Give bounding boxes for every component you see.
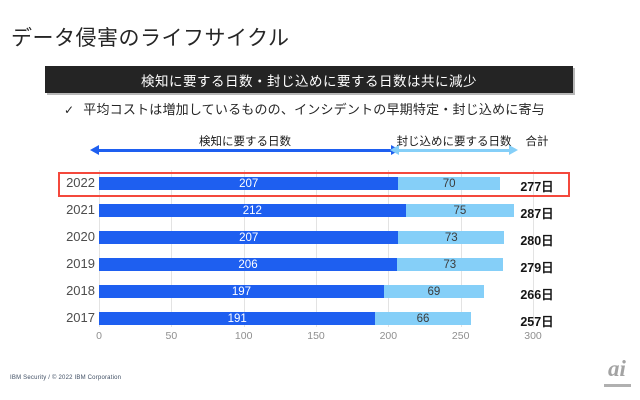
year-label: 2021 — [66, 202, 95, 217]
x-tick-label: 100 — [234, 330, 253, 342]
stacked-bar: 197 69 — [99, 285, 484, 298]
bullet-text: 平均コストは増加しているものの、インシデントの早期特定・封じ込めに寄与 — [83, 102, 545, 117]
bullet-line: ✓ 平均コストは増加しているものの、インシデントの早期特定・封じ込めに寄与 — [64, 99, 545, 118]
total-label: 280日 — [520, 234, 554, 248]
stacked-bar: 206 73 — [99, 258, 503, 271]
key-message-text: 検知に要する日数・封じ込めに要する日数は共に減少 — [141, 73, 477, 89]
detect-segment: 207 — [99, 231, 399, 244]
x-axis: 0 50 100 150 200 250 300 — [0, 330, 640, 344]
chart-row: 2017 191 66 257日 — [0, 305, 640, 332]
detect-segment: 197 — [99, 285, 384, 298]
contain-segment: 73 — [398, 231, 505, 244]
contain-segment: 66 — [375, 312, 471, 325]
contain-segment: 75 — [405, 204, 515, 217]
x-tick-label: 50 — [165, 330, 178, 342]
detect-segment: 212 — [99, 204, 406, 217]
year-label: 2022 — [66, 175, 95, 190]
check-icon: ✓ — [64, 103, 75, 117]
footer-copyright: IBM Security / © 2022 IBM Corporation — [10, 375, 122, 381]
total-label: 279日 — [520, 261, 554, 275]
contain-segment: 69 — [383, 285, 484, 298]
stacked-bar: 212 75 — [99, 204, 515, 217]
chart-row: 2020 207 73 280日 — [0, 224, 640, 251]
year-label: 2017 — [66, 310, 95, 325]
publisher-logo: ai — [608, 356, 626, 381]
highlight-box-2022 — [58, 172, 570, 197]
contain-segment: 73 — [397, 258, 503, 271]
total-label: 257日 — [520, 315, 554, 329]
total-label: 287日 — [520, 207, 554, 221]
x-tick-label: 150 — [307, 330, 325, 342]
total-label: 266日 — [520, 288, 554, 302]
chart-row: 2018 197 69 266日 — [0, 278, 640, 305]
publisher-logo-subtext-bar — [604, 384, 631, 387]
x-tick-label: 200 — [379, 330, 398, 342]
year-label: 2018 — [66, 283, 95, 298]
x-tick-label: 250 — [451, 330, 470, 342]
detect-segment: 191 — [99, 312, 376, 325]
chart-rows: 2022 207 70 277日 2021 212 75 287日 2020 207 73 280日 2… — [0, 170, 640, 332]
stacked-bar: 207 70 — [99, 177, 500, 190]
x-tick-label: 0 — [96, 330, 102, 342]
detect-range-arrow-icon — [90, 145, 400, 155]
chart-row: 2021 212 75 287日 — [0, 197, 640, 224]
year-label: 2020 — [66, 229, 95, 244]
year-label: 2019 — [66, 256, 95, 271]
contain-segment: 70 — [398, 177, 500, 190]
x-tick-label: 300 — [524, 330, 542, 342]
stacked-bar: 207 73 — [99, 231, 505, 244]
chart-row: 2019 206 73 279日 — [0, 251, 640, 278]
detect-segment: 207 — [99, 177, 399, 190]
total-label: 277日 — [520, 180, 554, 194]
page-title: データ侵害のライフサイクル — [11, 27, 290, 50]
key-message-banner: 検知に要する日数・封じ込めに要する日数は共に減少 — [45, 66, 573, 93]
contain-range-arrow-icon — [390, 145, 518, 155]
total-column-header: 合計 — [525, 136, 549, 148]
legend-detect-label: 検知に要する日数 — [199, 136, 291, 148]
stacked-bar: 191 66 — [99, 312, 471, 325]
detect-segment: 206 — [99, 258, 397, 271]
chart-row: 2022 207 70 277日 — [0, 170, 640, 197]
legend-contain-label: 封じ込めに要する日数 — [396, 136, 512, 148]
